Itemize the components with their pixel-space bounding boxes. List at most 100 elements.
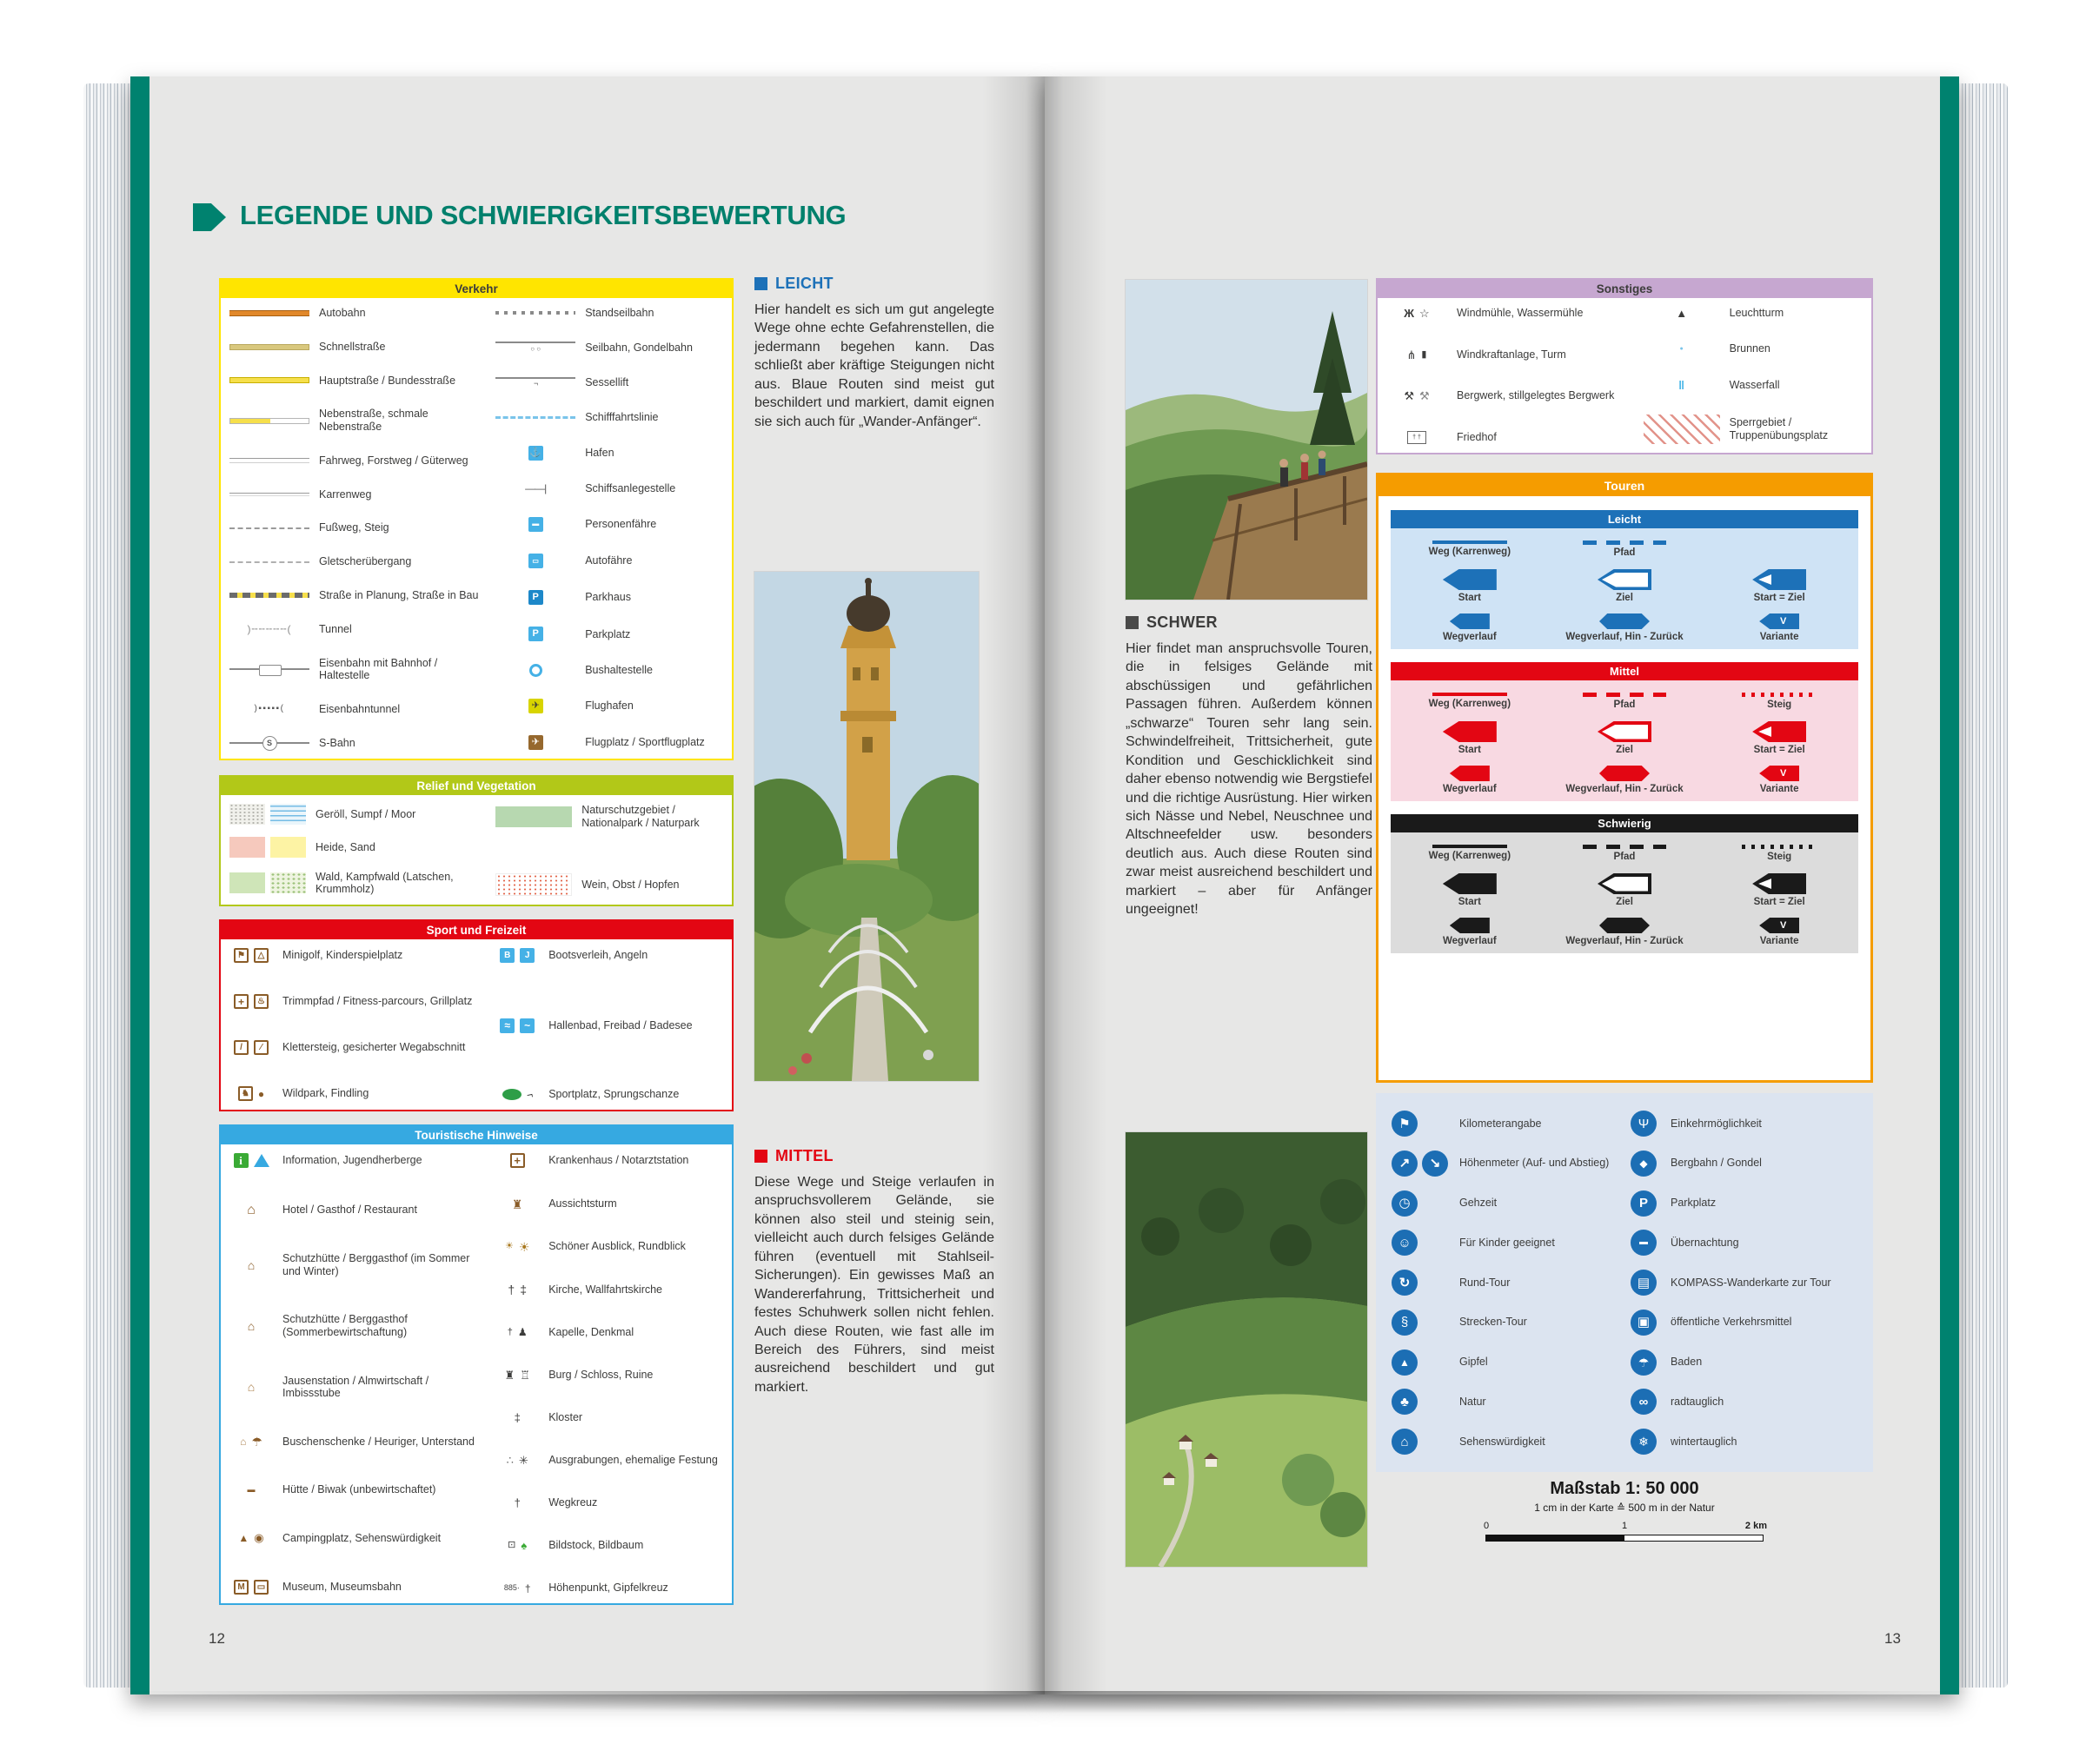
legend-label: Standseilbahn [585, 307, 654, 319]
legend-row: Wildpark, Findling [226, 1084, 488, 1103]
legend-row: Kloster [492, 1409, 727, 1426]
startziel-arrow-icon [1752, 721, 1807, 742]
touren-sections: Leicht Weg (Karrenweg) Pfad Start Ziel S… [1378, 496, 1870, 967]
tour-icon-label: Natur [1459, 1395, 1486, 1408]
legend-label: Wegkreuz [548, 1496, 598, 1509]
legend-label: Schutzhütte / Berggasthof (Sommerbewirts… [282, 1313, 408, 1339]
legend-label: Sperrgebiet / Truppenübungsplatz [1729, 416, 1829, 441]
difficulty-text: Hier handelt es sich um gut angelegte We… [754, 302, 994, 429]
parkplatz-icon [528, 627, 543, 642]
legend-label: Minigolf, Kinderspielplatz [282, 949, 403, 962]
legend-label: Hallenbad, Freibad / Badesee [548, 1018, 693, 1031]
kompasskarte-icon [1631, 1270, 1657, 1296]
sbahn-icon [229, 736, 309, 750]
sessellift-icon [495, 376, 576, 388]
tour-icon-row: Gipfel [1392, 1349, 1618, 1376]
ausgrabungen-icon [507, 1455, 514, 1466]
legend-row: Parkplatz [492, 625, 727, 643]
startziel-cell: Start = Ziel [1707, 563, 1851, 603]
touren-header: Touren [1378, 475, 1870, 496]
legend-label: Leuchtturm [1729, 307, 1784, 319]
legend-column: Autobahn Schnellstraße Hauptstraße / Bunde… [226, 305, 488, 752]
schifffahrtslinie-icon [495, 415, 576, 419]
legend-row: Kapelle, Denkmal [492, 1324, 727, 1341]
legend-row: Schnellstraße [226, 339, 488, 355]
ziel-cell: Ziel [1542, 867, 1708, 907]
strasse-planung-icon [229, 593, 309, 599]
legend-row: Trimmpfad / Fitness-parcours, Grillplatz [226, 992, 488, 1011]
klettersteig-icon [234, 1040, 249, 1055]
start-cell: Start [1398, 867, 1542, 907]
uebernachtung-icon [1631, 1230, 1657, 1257]
legend-row: Heide, Sand [226, 835, 488, 859]
wegverlauf-cell: Wegverlauf [1398, 912, 1542, 946]
bildstock-icon [508, 1541, 515, 1550]
kampfwald-icon [270, 872, 306, 894]
tour-icons-panel: Kilometerangabe Höhenmeter (Auf- und Abst… [1376, 1093, 1873, 1472]
solid-line-icon [1432, 693, 1507, 696]
start-arrow-icon [1442, 569, 1497, 590]
bildbaum-icon [521, 1540, 527, 1551]
legend-table-sonstiges: Sonstiges Windmühle, Wassermühle Windkraf… [1376, 278, 1873, 454]
legend-row: Klettersteig, gesicherter Wegabschnitt [226, 1038, 488, 1057]
legend-row: Hütte / Biwak (unbewirtschaftet) [226, 1482, 488, 1498]
friedhof-icon [1407, 430, 1426, 444]
legend-column: Naturschutzgebiet / Nationalpark / Natur… [492, 802, 727, 898]
legend-label: Nebenstraße, schmale Nebenstraße [319, 408, 428, 434]
variante-cell: V Variante [1707, 760, 1851, 794]
tour-icon-row: Einkehrmöglichkeit [1631, 1111, 1857, 1137]
ausblick-icon [505, 1242, 514, 1251]
legend-row: Naturschutzgebiet / Nationalpark / Natur… [492, 802, 727, 832]
legend-label: Karrenweg [319, 487, 372, 501]
tour-icon-label: Baden [1671, 1356, 1703, 1368]
line-sample-pfad: Pfad [1542, 689, 1708, 710]
personenfaehre-icon [528, 516, 543, 532]
variante-cell: V Variante [1707, 912, 1851, 946]
dashed-line-icon [1582, 693, 1666, 697]
legend-label: Windmühle, Wassermühle [1457, 307, 1584, 319]
start-cell: Start [1398, 563, 1542, 603]
legend-label: Burg / Schloss, Ruine [548, 1368, 654, 1381]
difficulty-block-schwer: SCHWER Hier findet man anspruchsvolle To… [1126, 613, 1372, 919]
tunnel-icon [247, 624, 291, 634]
legend-row: Friedhof [1383, 429, 1637, 446]
gesicherter-weg-icon [254, 1040, 269, 1055]
legend-row: Wein, Obst / Hopfen [492, 872, 727, 898]
parkhaus-icon [528, 590, 543, 606]
difficulty-block-leicht: LEICHT Hier handelt es sich um gut angel… [754, 275, 994, 431]
karrenweg-icon [229, 493, 309, 497]
legend-label: Parkplatz [585, 627, 631, 640]
variante-arrow-icon: V [1759, 613, 1800, 629]
variante-arrow-icon: V [1759, 766, 1800, 781]
line-sample-weg: Weg (Karrenweg) [1398, 537, 1542, 558]
huette-s-icon [248, 1320, 255, 1332]
book-gutter [982, 76, 1107, 1694]
tour-icon-row: Bergbahn / Gondel [1631, 1150, 1857, 1177]
autobahn-icon [229, 309, 309, 316]
line-sample-pfad: Pfad [1542, 537, 1708, 558]
legend-row: Sessellift [492, 375, 727, 391]
unterstand-icon [251, 1436, 262, 1448]
tour-icon-row: Höhenmeter (Auf- und Abstieg) [1392, 1150, 1618, 1177]
bushaltestelle-icon [528, 663, 542, 677]
table-header: Touristische Hinweise [221, 1126, 732, 1144]
legend-row: Bildstock, Bildbaum [492, 1537, 727, 1554]
wassermuehle-icon [1419, 308, 1430, 319]
legend-label: Wasserfall [1729, 378, 1780, 391]
legend-row: Autofähre [492, 552, 727, 570]
legend-row: Jausenstation / Almwirtschaft / Imbissst… [226, 1373, 488, 1403]
geroell-icon [229, 804, 265, 825]
touren-panel: Touren Leicht Weg (Karrenweg) Pfad Start… [1376, 473, 1873, 1083]
legend-label: Hauptstraße / Bundesstraße [319, 374, 456, 387]
legend-row: Windkraftanlage, Turm [1383, 347, 1637, 363]
museum-icon [234, 1580, 249, 1595]
seilbahn-icon [495, 342, 576, 354]
legend-label: Hütte / Biwak (unbewirtschaftet) [282, 1483, 436, 1496]
tour-icon-row: öffentliche Verkehrsmittel [1631, 1309, 1857, 1336]
book-shadow [104, 1691, 1990, 1714]
tour-icons-column: Kilometerangabe Höhenmeter (Auf- und Abst… [1392, 1111, 1618, 1455]
fahrweg-icon [229, 458, 309, 464]
aussichtsturm-icon [512, 1198, 523, 1210]
ruine-icon [520, 1369, 530, 1381]
kinder-icon [1392, 1230, 1418, 1257]
